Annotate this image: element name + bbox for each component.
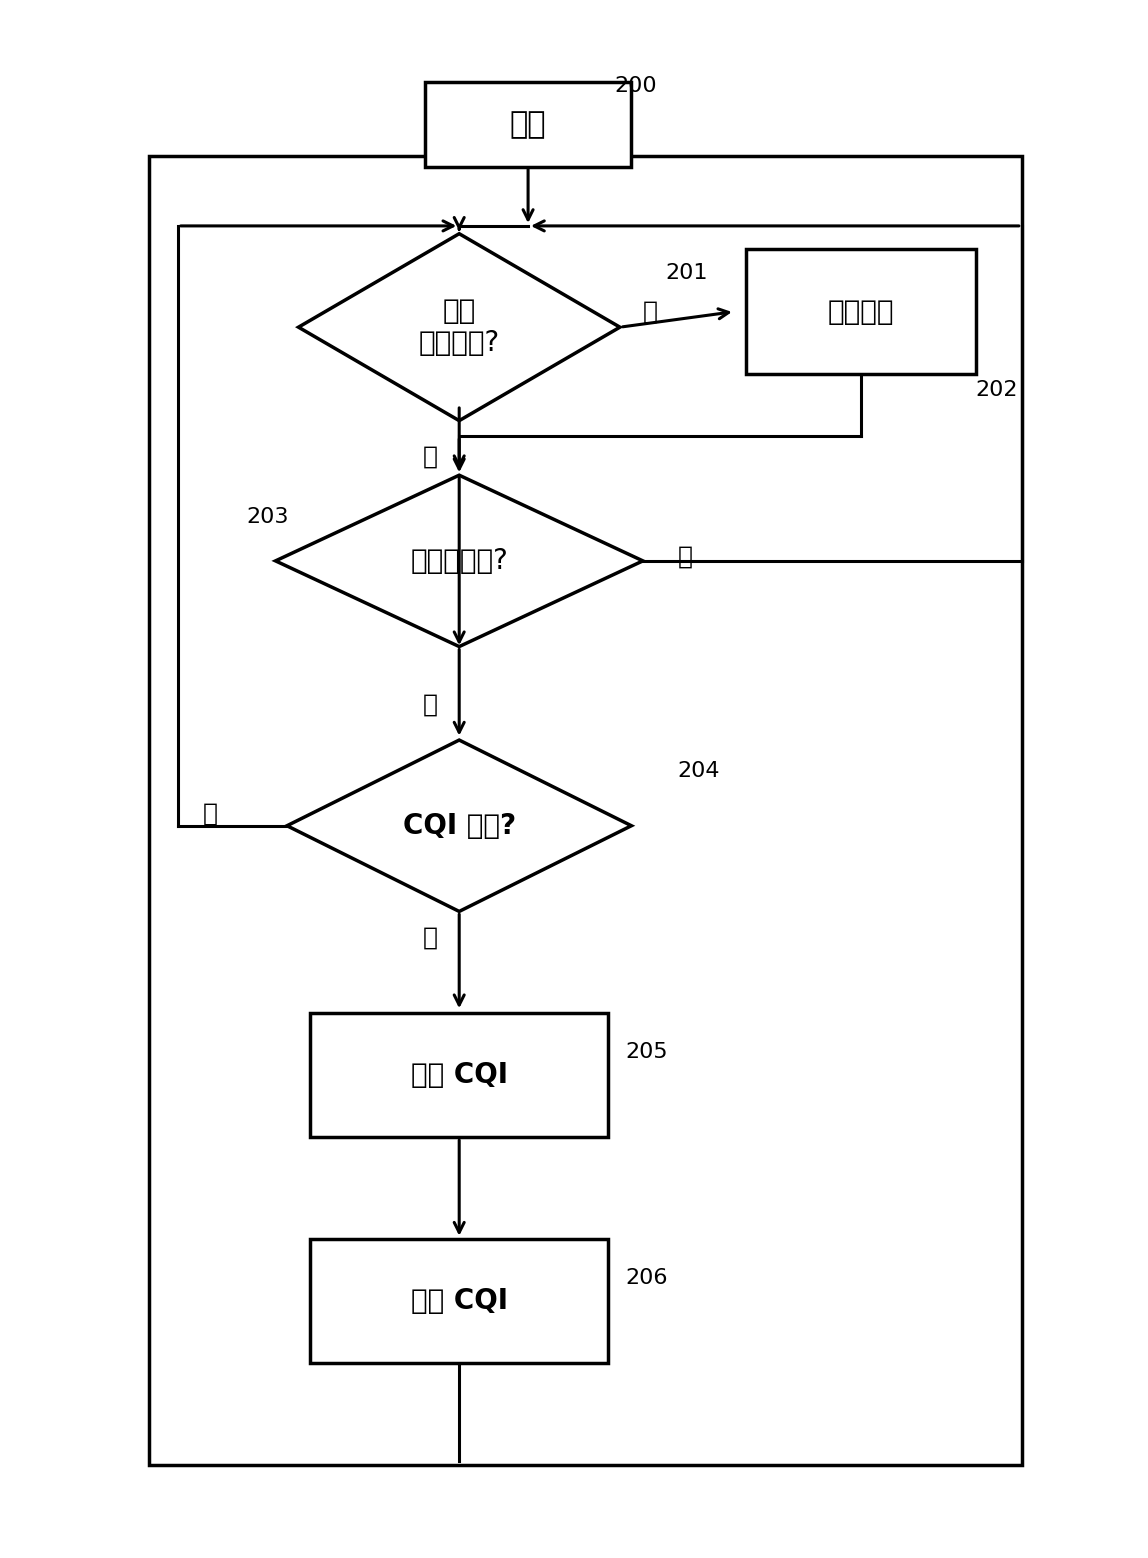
Polygon shape xyxy=(276,475,643,647)
Text: 生成 CQI: 生成 CQI xyxy=(411,1061,507,1089)
Text: 否: 否 xyxy=(422,444,439,469)
Text: 204: 204 xyxy=(677,762,720,781)
Text: 是: 是 xyxy=(422,692,439,717)
Text: 开始: 开始 xyxy=(510,111,546,139)
Text: 规则
特定信息?: 规则 特定信息? xyxy=(419,298,499,357)
Text: 是: 是 xyxy=(643,299,658,324)
Text: 205: 205 xyxy=(626,1042,668,1061)
Text: 发送 CQI: 发送 CQI xyxy=(411,1287,507,1315)
Text: 201: 201 xyxy=(666,263,708,282)
Text: 更新规则: 更新规则 xyxy=(828,298,894,326)
Text: 是: 是 xyxy=(422,925,439,950)
Text: 否: 否 xyxy=(203,801,218,826)
Text: 202: 202 xyxy=(976,380,1018,399)
Text: 200: 200 xyxy=(614,76,657,95)
Text: 206: 206 xyxy=(626,1268,668,1287)
Bar xyxy=(425,81,631,168)
Bar xyxy=(746,249,976,374)
Polygon shape xyxy=(287,740,631,911)
Text: 否: 否 xyxy=(677,544,692,569)
Bar xyxy=(310,1239,608,1363)
Polygon shape xyxy=(298,234,620,421)
Bar xyxy=(149,156,1022,1465)
Text: 低活动模式?: 低活动模式? xyxy=(410,547,509,575)
Bar xyxy=(310,1013,608,1137)
Text: 203: 203 xyxy=(247,508,289,527)
Text: CQI 触发?: CQI 触发? xyxy=(403,812,515,840)
